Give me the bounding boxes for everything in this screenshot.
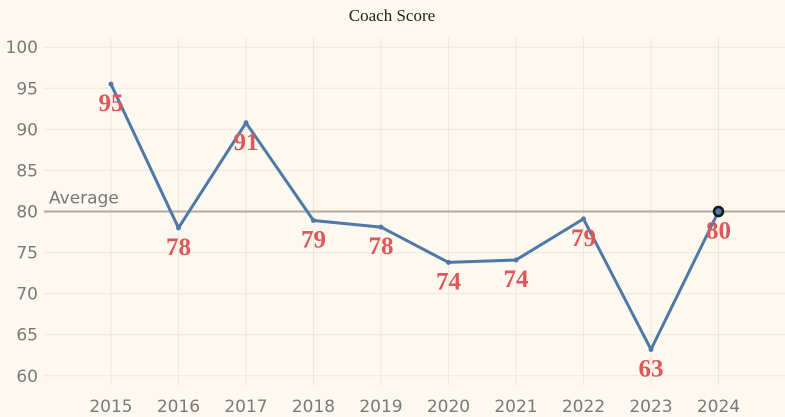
data-label: 78 bbox=[369, 233, 394, 260]
y-tick-label: 85 bbox=[16, 161, 38, 181]
data-point bbox=[446, 259, 451, 265]
chart-title: Coach Score bbox=[349, 6, 435, 25]
data-label: 74 bbox=[436, 268, 462, 295]
x-tick-label: 2016 bbox=[157, 397, 200, 417]
series-line bbox=[109, 83, 720, 351]
x-tick-label: 2022 bbox=[562, 397, 605, 417]
data-point bbox=[176, 225, 181, 231]
data-labels: 95 78 91 79 78 74 74 79 63 80 bbox=[99, 90, 732, 382]
data-point bbox=[513, 257, 519, 263]
y-tick-label: 95 bbox=[16, 79, 38, 99]
highlighted-data-point bbox=[712, 205, 725, 218]
x-tick-label: 2015 bbox=[89, 397, 132, 417]
x-tick-label: 2023 bbox=[629, 397, 672, 417]
data-label: 91 bbox=[234, 129, 259, 156]
data-point bbox=[108, 81, 114, 87]
series bbox=[108, 81, 725, 352]
x-tick-label: 2024 bbox=[697, 397, 740, 417]
data-point bbox=[378, 224, 384, 230]
data-point bbox=[581, 216, 586, 222]
data-point bbox=[648, 347, 654, 352]
y-tick-label: 75 bbox=[16, 244, 38, 264]
data-point bbox=[311, 218, 316, 224]
reference-line-group: Average bbox=[44, 189, 785, 213]
data-label: 79 bbox=[301, 227, 326, 254]
y-tick-label: 80 bbox=[16, 203, 38, 223]
x-tick-label: 2017 bbox=[224, 397, 267, 417]
average-label: Average bbox=[49, 189, 119, 209]
x-tick-label: 2019 bbox=[359, 397, 402, 417]
x-tick-label: 2020 bbox=[427, 397, 470, 417]
y-tick-label: 90 bbox=[16, 120, 38, 140]
y-tick-label: 60 bbox=[16, 367, 38, 387]
data-label: 95 bbox=[99, 90, 124, 117]
x-tick-label: 2021 bbox=[494, 397, 537, 417]
axes: 100 95 90 85 80 75 70 65 60 2015 2016 2017 2018 2019 2… bbox=[6, 38, 741, 417]
data-point bbox=[243, 120, 249, 126]
x-tick-label: 2018 bbox=[292, 397, 335, 417]
data-label: 78 bbox=[166, 234, 191, 261]
y-tick-label: 65 bbox=[16, 326, 38, 346]
y-tick-label: 100 bbox=[6, 38, 38, 58]
data-label: 79 bbox=[571, 225, 596, 252]
y-tick-label: 70 bbox=[16, 285, 38, 305]
data-label: 74 bbox=[504, 266, 530, 293]
data-label: 80 bbox=[706, 218, 731, 245]
data-label: 63 bbox=[639, 356, 664, 383]
